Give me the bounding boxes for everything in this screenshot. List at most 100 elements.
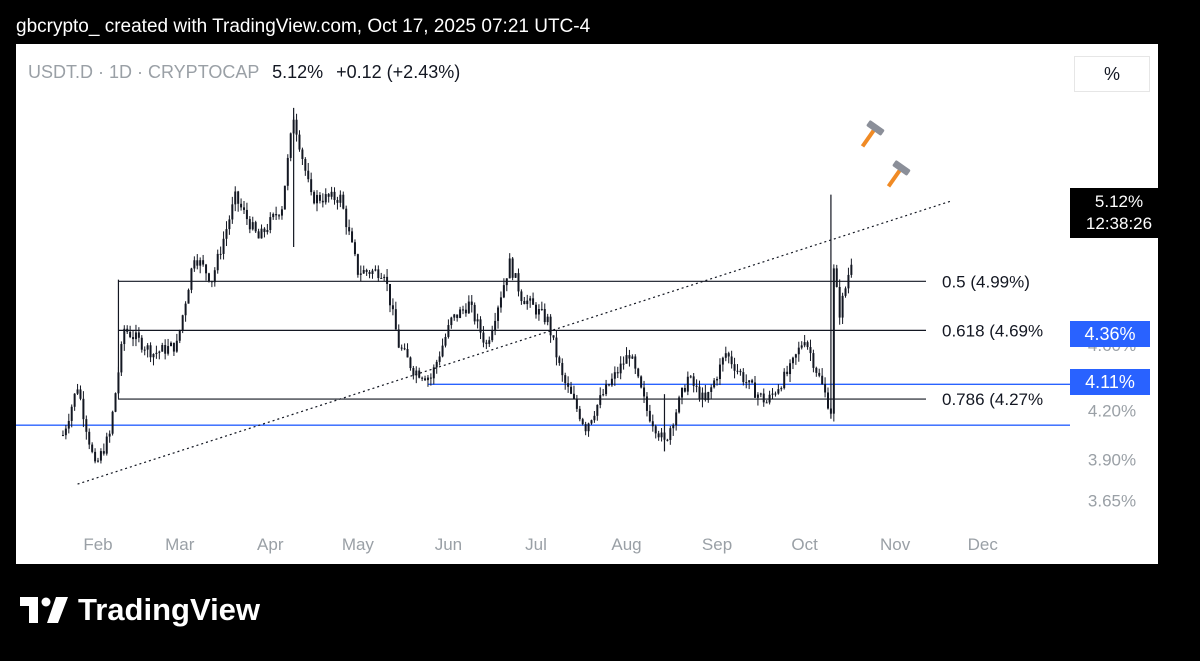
- candle-body: [456, 314, 459, 318]
- candle-body: [447, 325, 450, 337]
- candle-body: [686, 376, 689, 392]
- x-tick-label: Apr: [257, 535, 284, 554]
- candle-body: [716, 379, 719, 381]
- candle-body: [593, 415, 596, 421]
- candle-body: [137, 332, 140, 338]
- candle-body: [645, 396, 648, 411]
- y-tick-label: 4.20%: [1088, 402, 1136, 421]
- candle-body: [844, 288, 847, 296]
- candle-body: [567, 383, 570, 387]
- candle-body: [73, 393, 76, 407]
- candle-body: [453, 314, 456, 318]
- candle-body: [502, 285, 505, 298]
- candle-body: [435, 361, 438, 368]
- candle-body: [494, 320, 497, 331]
- candle-body: [158, 351, 161, 353]
- candle-body: [146, 345, 149, 350]
- candle-body: [351, 231, 354, 243]
- candle-body: [765, 402, 768, 404]
- candle-body: [289, 133, 292, 158]
- x-tick-label: Mar: [165, 535, 195, 554]
- candle-body: [701, 392, 704, 400]
- candle-body: [508, 258, 511, 279]
- candle-body: [780, 388, 783, 390]
- candle-body: [64, 428, 67, 436]
- candle-body: [532, 298, 535, 305]
- candle-body: [631, 356, 634, 359]
- candle-body: [178, 330, 181, 341]
- hammer-icon: [886, 160, 911, 188]
- candle-body: [190, 268, 193, 290]
- candle-body: [809, 347, 812, 354]
- x-tick-label: Aug: [611, 535, 641, 554]
- candle-body: [216, 253, 219, 271]
- hammer-head: [866, 120, 885, 136]
- candle-body: [283, 185, 286, 210]
- candle-body: [572, 393, 575, 399]
- candle-body: [91, 444, 94, 452]
- candle-body: [132, 337, 135, 340]
- candle-body: [207, 273, 210, 282]
- candle-body: [129, 331, 132, 338]
- chart-panel[interactable]: 0.5 (4.99%)0.618 (4.69%0.786 (4.27% 5.50…: [16, 44, 1158, 564]
- candle-body: [111, 411, 114, 434]
- tradingview-wordmark: TradingView: [78, 592, 261, 627]
- candle-body: [61, 435, 64, 437]
- candle-body: [418, 370, 421, 378]
- candle-body: [175, 340, 178, 352]
- candle-body: [391, 305, 394, 310]
- candle-body: [605, 384, 608, 395]
- candle-body: [333, 191, 336, 201]
- x-tick-label: Feb: [83, 535, 112, 554]
- candle-body: [517, 273, 520, 292]
- candle-body: [444, 336, 447, 346]
- annotation-layer: [860, 120, 911, 188]
- candle-body: [689, 376, 692, 378]
- candle-body: [155, 352, 158, 355]
- candle-body: [733, 364, 736, 371]
- x-tick-label: Jun: [435, 535, 462, 554]
- candle-body: [140, 337, 143, 350]
- candle-body: [797, 347, 800, 355]
- candle-body: [745, 382, 748, 384]
- candle-body: [596, 404, 599, 416]
- candle-body: [561, 362, 564, 376]
- candle-body: [225, 229, 228, 239]
- candle-body: [248, 219, 251, 230]
- candle-body: [307, 170, 310, 180]
- candle-body: [648, 410, 651, 422]
- candle-body: [806, 342, 809, 348]
- candle-body: [406, 349, 409, 358]
- candle-body: [377, 269, 380, 279]
- candle-body: [170, 342, 172, 347]
- candle-body: [821, 375, 824, 385]
- candle-body: [467, 301, 470, 314]
- candle-body: [368, 271, 371, 274]
- x-axis: Feb Mar Apr May Jun Jul Aug Sep Oct Nov Dec: [83, 535, 998, 554]
- candle-body: [850, 264, 853, 275]
- candle-body: [613, 372, 616, 379]
- x-tick-label: Dec: [968, 535, 999, 554]
- candle-body: [657, 433, 660, 438]
- candle-body: [570, 386, 573, 394]
- candle-body: [619, 363, 622, 374]
- chart-caption: gbcrypto_ created with TradingView.com, …: [16, 16, 591, 37]
- candle-body: [815, 367, 818, 373]
- percent-scale-button[interactable]: %: [1074, 56, 1150, 92]
- candle-body: [85, 419, 88, 432]
- candle-body: [126, 328, 129, 332]
- price-tag-4-11: 4.11%: [1070, 369, 1150, 395]
- candle-body: [791, 357, 794, 364]
- candle-body: [683, 387, 686, 392]
- price-chart[interactable]: 0.5 (4.99%)0.618 (4.69%0.786 (4.27% 5.50…: [16, 44, 1158, 564]
- candle-body: [608, 384, 610, 386]
- candle-body: [196, 260, 199, 266]
- candle-body: [310, 179, 313, 193]
- candle-body: [546, 316, 549, 323]
- candle-body: [184, 303, 187, 316]
- candle-body: [800, 345, 803, 348]
- candle-body: [832, 268, 835, 414]
- candle-body: [336, 200, 339, 203]
- candle-body: [812, 353, 815, 368]
- candle-body: [794, 354, 797, 358]
